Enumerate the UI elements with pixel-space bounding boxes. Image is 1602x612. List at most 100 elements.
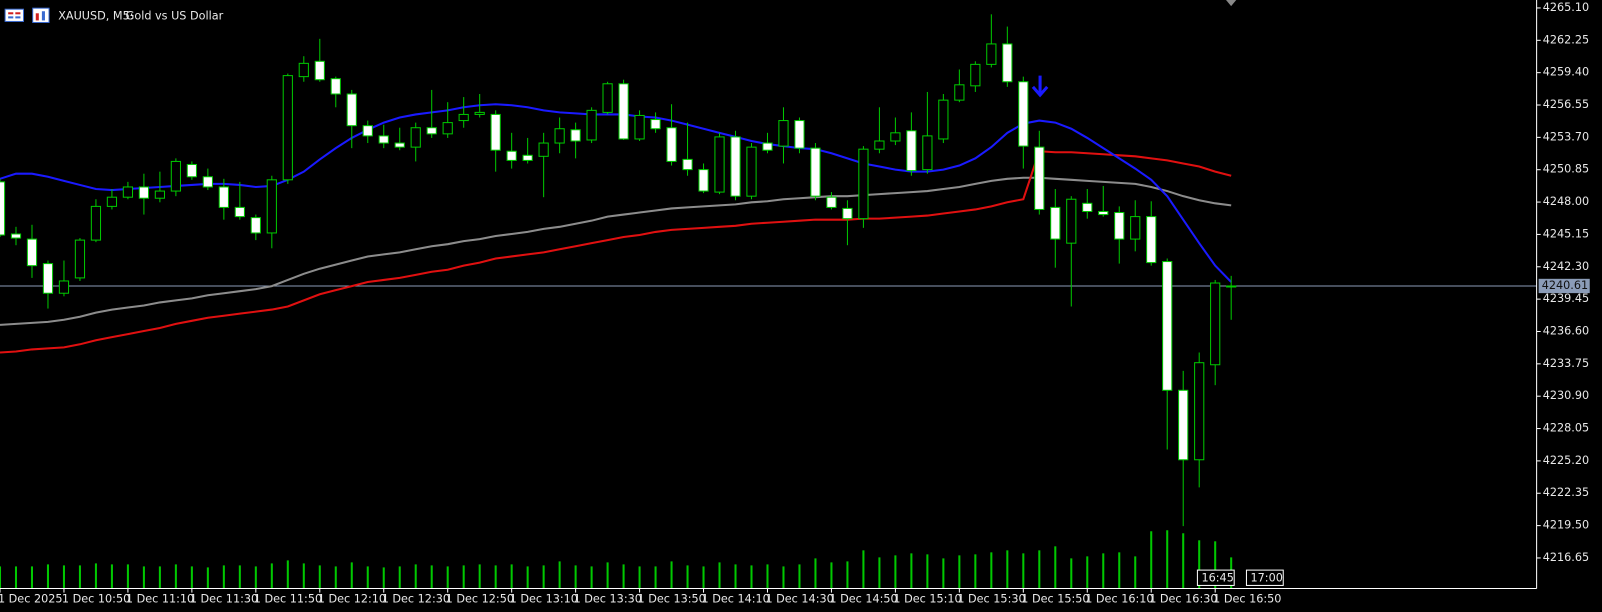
y-tick-label: 4248.00 (1543, 195, 1589, 208)
candle-body (634, 114, 645, 140)
x-tick-label: 1 Dec 11:50 (254, 593, 322, 606)
icon (15, 12, 21, 15)
candle-body (186, 163, 197, 178)
x-tick-label: 1 Dec 12:10 (318, 593, 386, 606)
candle-body (1098, 210, 1109, 216)
icon (8, 12, 14, 15)
candle-body (42, 263, 54, 294)
candle-body (570, 129, 581, 142)
time-marker: 17:00 (1251, 571, 1283, 584)
sell-arrow (1031, 75, 1049, 98)
candle-body (314, 60, 325, 81)
candle-body (58, 280, 70, 294)
candle-body (1226, 285, 1237, 288)
candle-body (602, 83, 613, 113)
candle-body (298, 62, 309, 78)
time-marker: 16:45 (1202, 571, 1234, 584)
candle-body (794, 120, 805, 149)
candle-body (138, 186, 150, 199)
candle-body (682, 158, 693, 171)
candle-body (74, 239, 86, 279)
icon (4, 8, 25, 22)
icon (15, 16, 21, 19)
candle-body (1050, 206, 1061, 240)
candle-body (714, 136, 725, 193)
candle-body (1002, 43, 1013, 83)
candle-body (858, 148, 869, 220)
candle-body (410, 127, 421, 148)
y-tick-label: 4259.40 (1543, 66, 1589, 79)
candle-body (730, 136, 741, 197)
candle-body (938, 99, 949, 140)
candle-body (522, 154, 533, 161)
y-tick-label: 4236.60 (1543, 324, 1589, 337)
candle-body (698, 169, 709, 192)
candle-body (250, 217, 261, 234)
y-tick-label: 4228.05 (1543, 422, 1589, 435)
candle-body (378, 135, 389, 144)
candle-body (394, 142, 405, 148)
candle-body (826, 196, 837, 208)
y-tick-label: 4216.65 (1543, 551, 1589, 564)
x-tick-label: 1 Dec 11:30 (190, 593, 258, 606)
candle-body (202, 176, 213, 188)
candle-body (346, 93, 357, 127)
candle-body (362, 125, 373, 137)
candle-body (1162, 261, 1173, 391)
ma-line (0, 176, 1232, 326)
candle-body (1146, 216, 1157, 264)
icon (8, 16, 14, 19)
y-tick-label: 4242.30 (1543, 260, 1589, 273)
symbol-icons (4, 7, 50, 23)
last-price-box (1538, 278, 1590, 294)
icon (35, 13, 39, 21)
y-tick-label: 4219.50 (1543, 519, 1589, 532)
x-tick-label: 1 Dec 2025 (0, 593, 62, 606)
candle-body (954, 84, 965, 101)
candle-body (666, 127, 677, 162)
candle-body (1066, 198, 1077, 244)
candle-body (458, 113, 469, 122)
y-tick-label: 4250.85 (1543, 163, 1589, 176)
x-tick-label: 1 Dec 16:50 (1213, 593, 1281, 606)
candle-body (1114, 212, 1125, 240)
candle-body (1194, 362, 1205, 461)
candle-body (330, 78, 341, 95)
y-tick-label: 4262.25 (1543, 33, 1589, 46)
candle-body (618, 83, 629, 140)
x-tick-label: 1 Dec 12:30 (382, 593, 450, 606)
time-marker-box (1245, 569, 1284, 586)
plot-area (0, 14, 1537, 589)
candle-body (218, 186, 229, 208)
ma-line (0, 150, 1232, 354)
candle-body (122, 186, 134, 198)
candle-body (586, 109, 597, 141)
arrow-head (1031, 85, 1049, 98)
candle-body (890, 132, 901, 142)
candle-body (1178, 389, 1189, 461)
x-tick-label: 1 Dec 15:50 (1021, 593, 1089, 606)
x-tick-label: 1 Dec 13:30 (574, 593, 642, 606)
candle-body (874, 140, 885, 150)
candle-body (1034, 146, 1045, 210)
candle-body (762, 142, 773, 151)
icon (41, 11, 45, 21)
x-tick-label: 1 Dec 11:10 (126, 593, 194, 606)
y-tick-label: 4239.45 (1543, 292, 1589, 305)
x-tick-label: 1 Dec 16:30 (1149, 593, 1217, 606)
y-tick-label: 4245.15 (1543, 227, 1589, 240)
candle-body (10, 233, 22, 239)
y-tick-label: 4222.35 (1543, 486, 1589, 499)
y-tick-label: 4230.90 (1543, 389, 1589, 402)
candle-body (234, 206, 245, 218)
x-tick-label: 1 Dec 13:50 (638, 593, 706, 606)
candle-body (426, 127, 437, 135)
x-tick-label: 1 Dec 12:50 (446, 593, 514, 606)
candle-body (842, 207, 853, 220)
candle-body (810, 147, 821, 197)
candle-body (26, 238, 38, 267)
y-tick-label: 4233.75 (1543, 357, 1589, 370)
candle-body (986, 43, 997, 65)
candle-body (650, 119, 661, 130)
